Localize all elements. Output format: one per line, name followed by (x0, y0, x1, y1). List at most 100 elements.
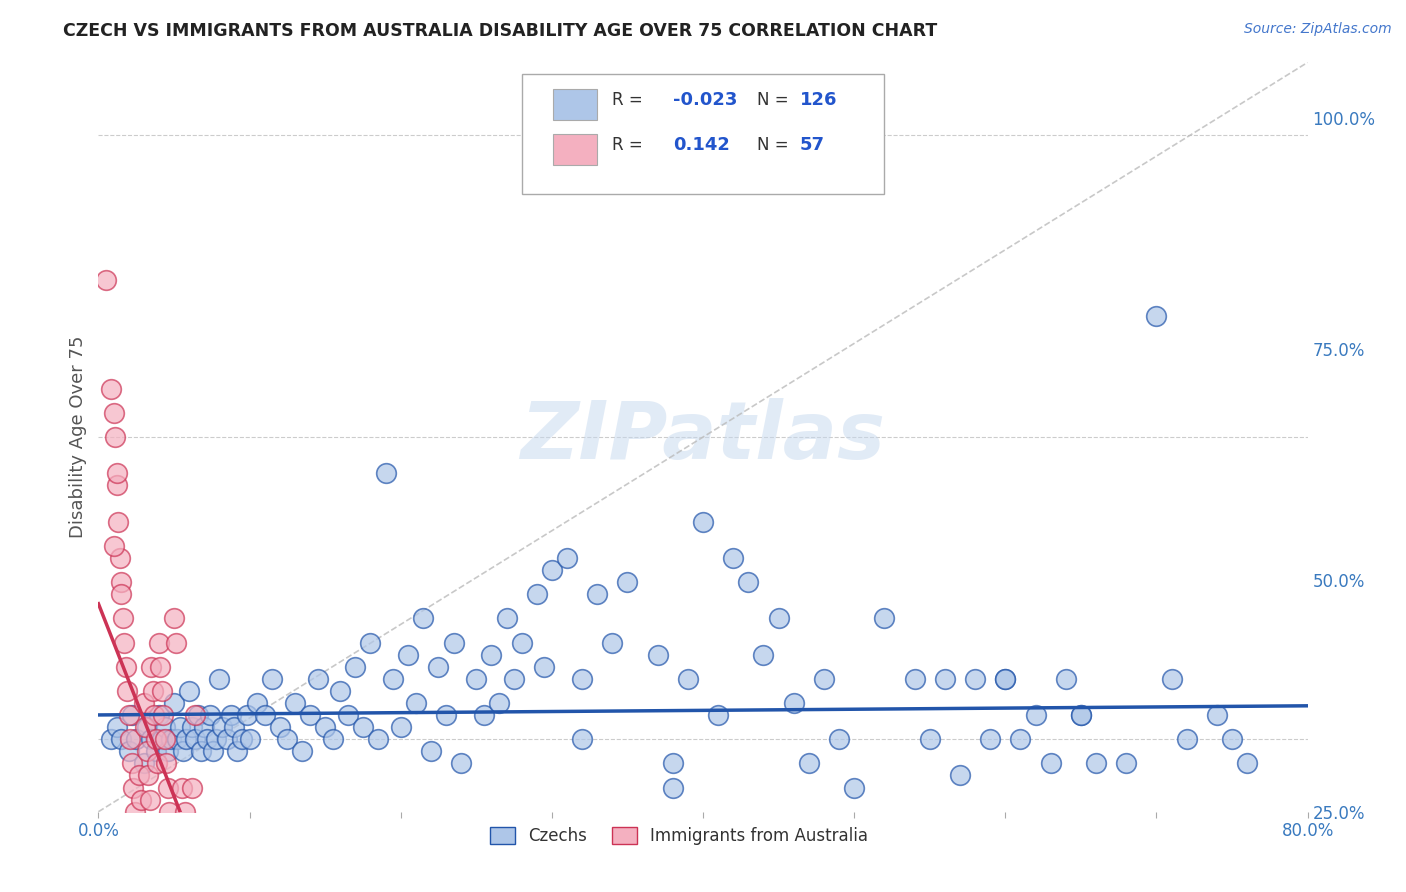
Point (179, 684, 201, 698)
Point (276, 732, 298, 747)
Point (360, 635, 382, 649)
Point (105, 478, 128, 492)
Point (145, 732, 167, 747)
Point (115, 684, 138, 698)
Point (526, 587, 548, 601)
Point (108, 550, 131, 565)
Point (181, 720, 204, 734)
Point (434, 708, 457, 723)
Text: CZECH VS IMMIGRANTS FROM AUSTRALIA DISABILITY AGE OVER 75 CORRELATION CHART: CZECH VS IMMIGRANTS FROM AUSTRALIA DISAB… (63, 22, 938, 40)
Point (173, 805, 195, 819)
Point (752, 648, 775, 662)
Point (120, 732, 142, 747)
Point (1220, 732, 1243, 747)
Point (170, 780, 193, 795)
Point (132, 756, 155, 771)
Point (103, 539, 125, 553)
Point (128, 768, 150, 782)
Point (160, 829, 183, 843)
Point (336, 708, 359, 723)
Text: 0.142: 0.142 (672, 136, 730, 153)
Point (540, 563, 562, 577)
Point (135, 720, 157, 734)
Point (172, 744, 194, 758)
Point (125, 732, 148, 747)
Point (1206, 708, 1229, 723)
Point (125, 829, 148, 843)
Point (488, 696, 510, 710)
Point (150, 684, 173, 698)
Point (105, 720, 128, 734)
Point (1175, 732, 1198, 747)
Text: Source: ZipAtlas.com: Source: ZipAtlas.com (1244, 22, 1392, 37)
Point (221, 708, 243, 723)
Point (555, 550, 578, 565)
Point (412, 611, 434, 625)
FancyBboxPatch shape (553, 88, 596, 120)
Point (723, 550, 745, 565)
Point (797, 756, 820, 771)
Point (918, 732, 941, 747)
Point (844, 780, 866, 795)
Point (156, 780, 179, 795)
Point (586, 587, 609, 601)
Point (153, 732, 176, 747)
Point (159, 805, 181, 819)
Point (676, 672, 699, 686)
Point (110, 732, 132, 747)
Point (202, 744, 225, 758)
Point (253, 708, 276, 723)
Point (934, 672, 956, 686)
Text: R =: R = (613, 91, 643, 109)
Point (181, 780, 204, 795)
Point (828, 732, 851, 747)
Point (307, 672, 329, 686)
Point (723, 829, 745, 843)
Point (1085, 756, 1108, 771)
Point (110, 587, 132, 601)
Point (661, 780, 683, 795)
Point (994, 672, 1017, 686)
Point (1054, 672, 1077, 686)
Point (165, 635, 187, 649)
Point (510, 877, 533, 891)
Point (472, 708, 495, 723)
Point (166, 732, 188, 747)
Point (533, 659, 555, 673)
Point (105, 467, 128, 481)
Point (1039, 756, 1062, 771)
Point (389, 720, 412, 734)
Point (134, 720, 156, 734)
Point (262, 672, 284, 686)
Text: N =: N = (758, 91, 789, 109)
Point (503, 672, 526, 686)
Point (124, 805, 146, 819)
Point (184, 732, 207, 747)
Point (1160, 672, 1182, 686)
Point (396, 648, 419, 662)
Point (344, 659, 367, 673)
Point (481, 648, 503, 662)
Point (101, 877, 124, 891)
Point (352, 720, 374, 734)
Point (1070, 708, 1092, 723)
Point (121, 756, 143, 771)
Point (132, 696, 155, 710)
Point (329, 684, 352, 698)
Point (100, 382, 122, 396)
Point (152, 708, 174, 723)
Point (443, 635, 465, 649)
Text: R =: R = (613, 136, 643, 153)
Point (322, 732, 344, 747)
Point (602, 635, 624, 649)
Point (100, 732, 122, 747)
Point (94, 273, 117, 287)
Point (616, 575, 638, 590)
Point (114, 659, 136, 673)
Point (1010, 732, 1032, 747)
Point (420, 744, 443, 758)
Point (215, 732, 238, 747)
Point (269, 720, 291, 734)
Point (571, 672, 593, 686)
Point (284, 696, 307, 710)
